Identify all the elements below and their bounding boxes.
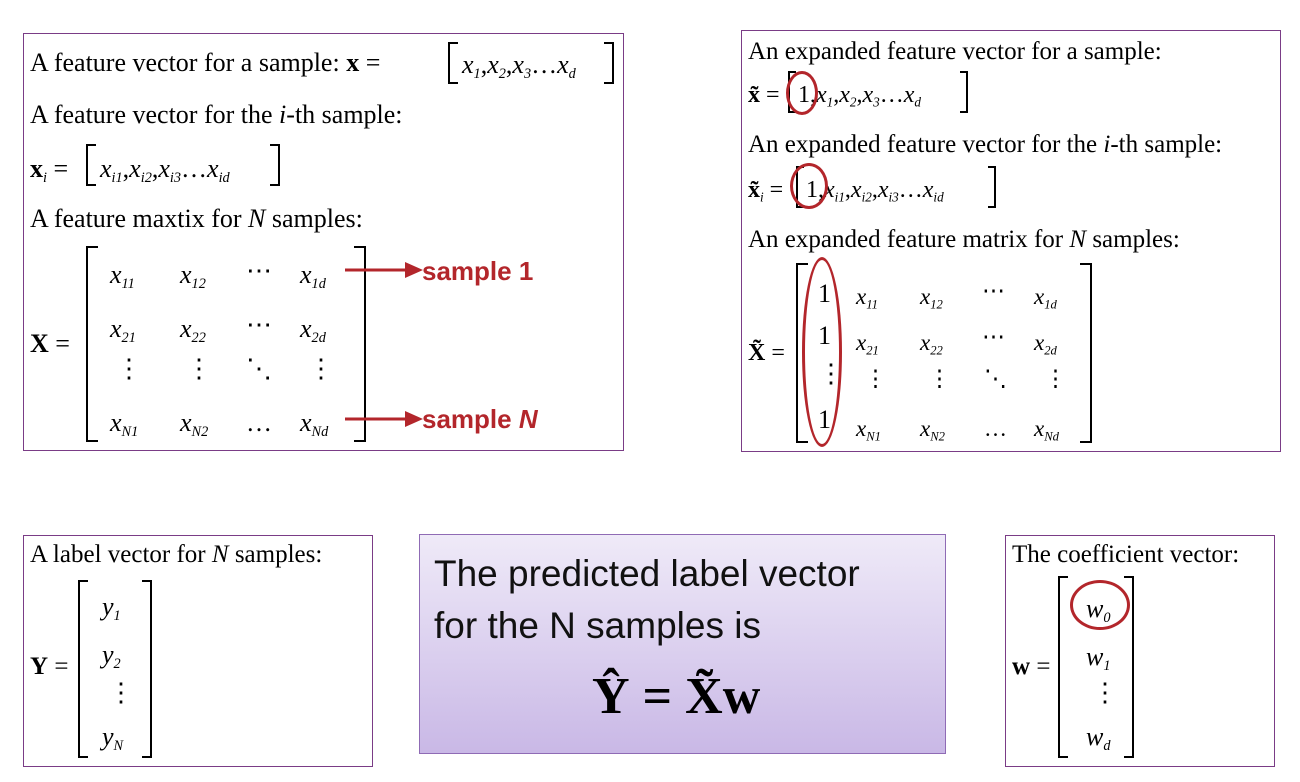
matrix-cell: ⋱ bbox=[246, 354, 272, 383]
label-vector-title: A label vector for N samples: bbox=[30, 541, 323, 568]
bracket-right bbox=[960, 71, 968, 113]
matrix-cell: ⋯ bbox=[246, 256, 272, 285]
bracket-right bbox=[142, 580, 152, 758]
matrix-X-label: X = bbox=[30, 329, 70, 358]
highlight-circle bbox=[802, 257, 842, 447]
vector-cell: ⋮ bbox=[1092, 678, 1118, 707]
matrix-cell: ⋯ bbox=[982, 324, 1005, 349]
expanded-vector-ith-title: An expanded feature vector for the i-th … bbox=[748, 131, 1223, 158]
vector-cell: w1 bbox=[1086, 642, 1111, 674]
matrix-cell: x11 bbox=[856, 284, 878, 312]
highlight-circle bbox=[1070, 580, 1130, 630]
vector-xi: xi1,xi2,xi3…xid bbox=[100, 154, 230, 186]
expanded-feature-panel: An expanded feature vector for a sample:… bbox=[741, 30, 1281, 452]
matrix-cell: ⋯ bbox=[982, 278, 1005, 303]
bracket-left bbox=[1058, 576, 1068, 758]
bracket-left bbox=[86, 246, 98, 442]
feature-matrix-line: A feature maxtix for N samples: bbox=[30, 204, 363, 233]
label-vector-panel: A label vector for N samples: Y = y1 y2 … bbox=[23, 535, 373, 767]
bracket-right bbox=[1124, 576, 1134, 758]
matrix-cell: x21 bbox=[856, 330, 879, 358]
matrix-cell: ⋮ bbox=[1044, 366, 1067, 391]
expanded-vector-xti: x̃i = bbox=[748, 177, 784, 205]
matrix-cell: ⋮ bbox=[308, 354, 334, 383]
matrix-cell: ⋯ bbox=[246, 310, 272, 339]
bracket-left bbox=[86, 144, 96, 186]
vector-x: x1,x2,x3…xd bbox=[462, 50, 576, 82]
vector-w-label: w = bbox=[1012, 653, 1051, 680]
matrix-cell: x2d bbox=[1034, 330, 1057, 358]
matrix-cell: xN1 bbox=[856, 416, 881, 444]
bracket-right bbox=[354, 246, 366, 442]
vector-cell: y1 bbox=[102, 592, 121, 624]
expanded-vector-xt: x̃ = bbox=[748, 82, 780, 108]
vector-cell: yN bbox=[102, 722, 124, 754]
arrow-sample-1 bbox=[345, 262, 423, 278]
matrix-cell: x12 bbox=[920, 284, 943, 312]
prediction-line-1: The predicted label vector bbox=[434, 553, 860, 594]
vector-cell: ⋮ bbox=[108, 678, 134, 707]
matrix-cell: x1d bbox=[300, 260, 326, 292]
matrix-cell: x2d bbox=[300, 314, 326, 346]
matrix-cell: xNd bbox=[1034, 416, 1059, 444]
bracket-left bbox=[448, 42, 458, 84]
expanded-matrix-title: An expanded feature matrix for N samples… bbox=[748, 226, 1180, 253]
matrix-cell: x22 bbox=[920, 330, 943, 358]
vector-cell: wd bbox=[1086, 722, 1111, 754]
matrix-Xt-label: X̃ = bbox=[748, 340, 785, 366]
vector-Y-label: Y = bbox=[30, 653, 69, 680]
feature-vector-ith-line: A feature vector for the i-th sample: bbox=[30, 100, 403, 129]
matrix-cell: x11 bbox=[110, 260, 135, 292]
bracket-right bbox=[988, 166, 996, 208]
matrix-cell: x21 bbox=[110, 314, 136, 346]
bracket-right bbox=[1080, 263, 1092, 443]
arrow-sample-N bbox=[345, 411, 423, 427]
matrix-cell: ⋮ bbox=[186, 354, 212, 383]
bracket-right bbox=[270, 144, 280, 186]
matrix-cell: ⋮ bbox=[116, 354, 142, 383]
vector-xi-line: xi = bbox=[30, 154, 69, 186]
expanded-vector-title: An expanded feature vector for a sample: bbox=[748, 38, 1162, 65]
matrix-cell: ⋮ bbox=[864, 366, 887, 391]
sample-N-label: sample N bbox=[422, 404, 538, 434]
coefficient-vector-title: The coefficient vector: bbox=[1012, 541, 1240, 568]
prediction-box: The predicted label vector for the N sam… bbox=[419, 534, 946, 754]
sample-1-label: sample 1 bbox=[422, 256, 534, 286]
matrix-cell: xN1 bbox=[110, 408, 139, 440]
highlight-circle bbox=[786, 71, 818, 115]
bracket-left bbox=[796, 263, 808, 443]
bracket-right bbox=[604, 42, 614, 84]
matrix-cell: … bbox=[246, 408, 272, 437]
matrix-cell: … bbox=[984, 416, 1007, 441]
matrix-cell: ⋱ bbox=[984, 366, 1007, 391]
vector-cell: y2 bbox=[102, 640, 121, 672]
matrix-cell: ⋮ bbox=[928, 366, 951, 391]
matrix-cell: xNd bbox=[300, 408, 329, 440]
bracket-left bbox=[78, 580, 88, 758]
matrix-cell: x22 bbox=[180, 314, 206, 346]
prediction-line-2: for the N samples is bbox=[434, 605, 761, 646]
matrix-cell: x1d bbox=[1034, 284, 1057, 312]
matrix-cell: xN2 bbox=[180, 408, 209, 440]
coefficient-vector-panel: The coefficient vector: w = w0 w1 ⋮ wd bbox=[1005, 535, 1275, 767]
matrix-cell: xN2 bbox=[920, 416, 945, 444]
feature-vector-panel: A feature vector for a sample: x = x1,x2… bbox=[23, 33, 624, 451]
matrix-cell: x12 bbox=[180, 260, 206, 292]
highlight-circle bbox=[790, 163, 828, 209]
feature-vector-sample-line: A feature vector for a sample: x = bbox=[30, 48, 381, 77]
prediction-formula: Ŷ = X̃w bbox=[592, 668, 761, 725]
